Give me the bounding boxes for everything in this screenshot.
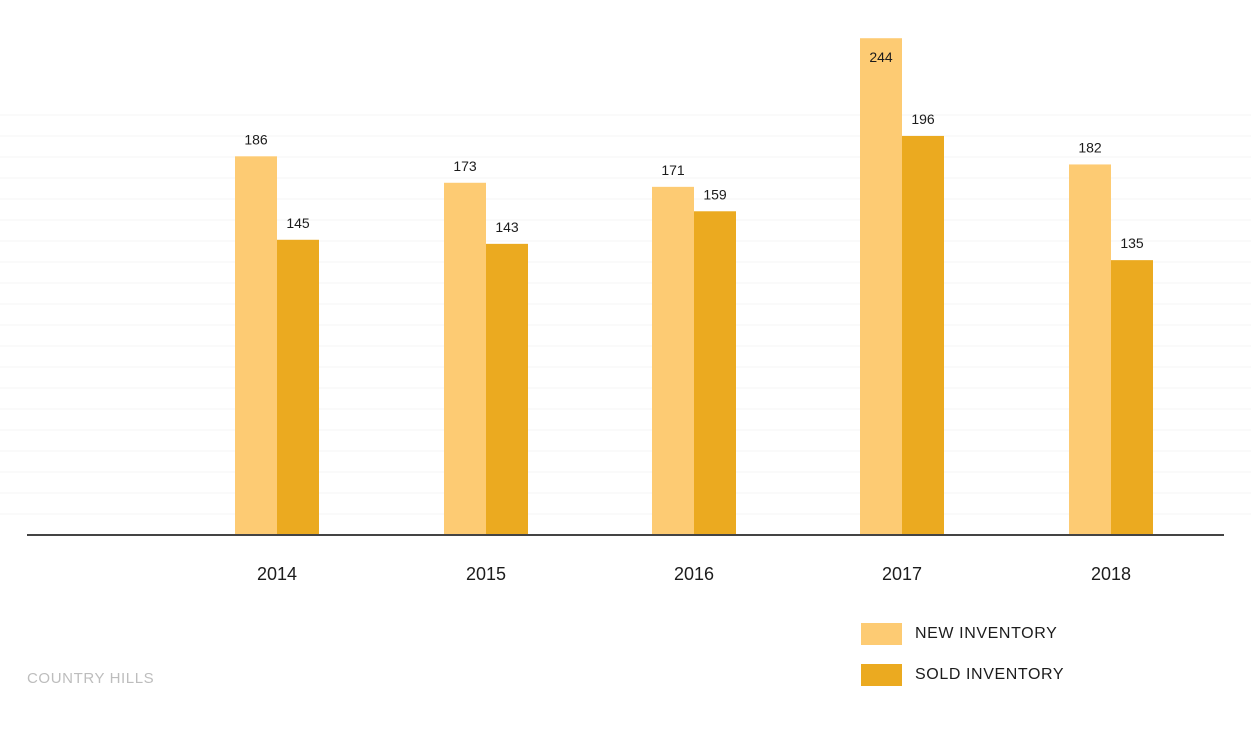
value-label: 186 [244, 131, 268, 147]
value-label: 143 [495, 219, 519, 235]
bar-new-2017 [860, 38, 902, 535]
x-tick-label: 2015 [466, 564, 506, 584]
legend-label-new-inventory: NEW INVENTORY [915, 625, 1058, 642]
x-tick-labels: 2014 2015 2016 2017 2018 [257, 564, 1131, 584]
legend-label-sold-inventory: SOLD INVENTORY [915, 666, 1065, 683]
bar-sold-2015 [486, 243, 528, 536]
bar-new-2016 [652, 186, 694, 535]
value-label: 171 [661, 162, 685, 178]
legend-item-sold-inventory: SOLD INVENTORY [861, 664, 1064, 686]
value-label: 145 [286, 215, 310, 231]
bar-sold-2014 [277, 239, 319, 535]
value-label: 244 [869, 49, 893, 65]
x-tick-label: 2014 [257, 564, 297, 584]
bars [235, 38, 1153, 536]
value-labels: 186 173 171 244 182 145 143 159 196 135 [244, 49, 1144, 251]
bar-sold-2018 [1111, 260, 1153, 535]
legend-item-new-inventory: NEW INVENTORY [861, 623, 1064, 645]
x-tick-label: 2016 [674, 564, 714, 584]
bar-new-2018 [1069, 164, 1111, 535]
x-tick-label: 2018 [1091, 564, 1131, 584]
x-tick-label: 2017 [882, 564, 922, 584]
gridlines [0, 114, 1251, 515]
legend-swatch-sold-inventory [861, 664, 902, 686]
value-label: 173 [453, 158, 477, 174]
value-label: 135 [1120, 235, 1144, 251]
legend: NEW INVENTORY SOLD INVENTORY [861, 623, 1064, 705]
value-label: 159 [703, 186, 727, 202]
legend-swatch-new-inventory [861, 623, 902, 645]
region-label: COUNTRY HILLS [27, 670, 155, 687]
bar-sold-2016 [694, 211, 736, 535]
bar-sold-2017 [902, 135, 944, 535]
bar-new-2015 [444, 182, 486, 535]
value-label: 196 [911, 111, 935, 127]
bar-new-2014 [235, 156, 277, 535]
value-label: 182 [1078, 139, 1102, 155]
